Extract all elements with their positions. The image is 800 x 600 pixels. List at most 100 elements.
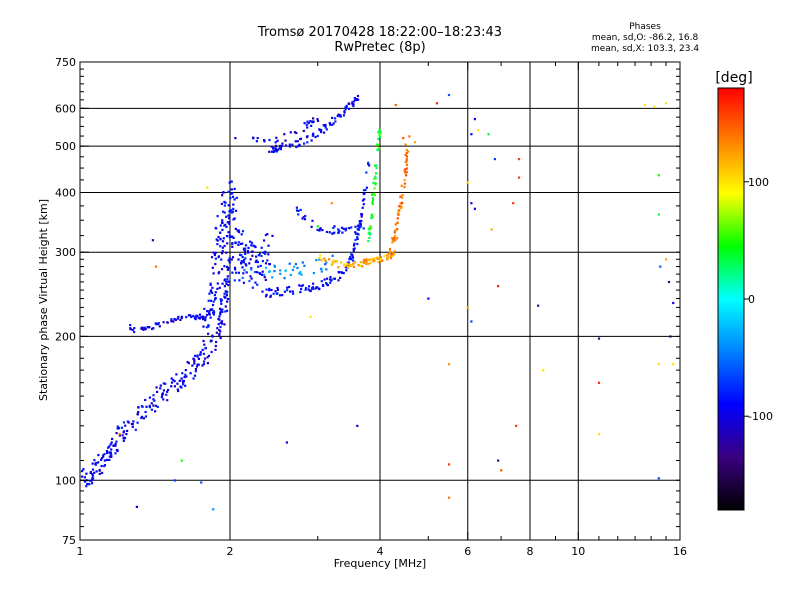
data-point (264, 233, 267, 237)
data-point (102, 454, 105, 457)
data-point (250, 244, 253, 247)
data-point (192, 314, 195, 318)
data-point (669, 335, 672, 338)
data-point (177, 315, 180, 318)
data-point (330, 202, 333, 205)
data-point (214, 344, 217, 348)
data-point (403, 186, 406, 189)
data-point (356, 237, 359, 240)
data-point (360, 215, 363, 218)
data-point (88, 483, 91, 486)
data-point (295, 131, 298, 135)
data-point (237, 243, 240, 246)
data-point (367, 262, 370, 266)
data-point (335, 260, 338, 263)
data-point (228, 181, 231, 184)
data-point (86, 482, 89, 486)
data-point (298, 144, 301, 147)
data-point (140, 416, 143, 420)
data-point (221, 310, 224, 313)
data-point (176, 388, 179, 391)
data-point (230, 180, 233, 183)
data-point (220, 320, 224, 323)
data-point (154, 404, 158, 407)
data-point (344, 108, 347, 111)
data-point (373, 177, 376, 180)
data-point (258, 252, 262, 255)
data-point (223, 279, 226, 282)
data-point (659, 265, 662, 268)
data-point (329, 278, 332, 281)
data-point (144, 328, 147, 331)
data-point (267, 253, 270, 256)
x-tick-label: 16 (673, 545, 687, 558)
data-point (310, 139, 313, 142)
data-point (216, 239, 219, 242)
data-point (216, 287, 219, 290)
data-point (517, 176, 521, 179)
data-point (196, 363, 199, 366)
data-point (356, 232, 359, 235)
data-point (358, 220, 361, 223)
data-point (303, 122, 306, 125)
data-point (122, 439, 125, 442)
data-point (93, 459, 96, 462)
data-point (323, 278, 326, 281)
data-point (91, 478, 94, 481)
data-point (135, 505, 138, 508)
data-point (334, 120, 337, 123)
data-point (231, 242, 234, 245)
data-point (301, 261, 304, 264)
data-point (337, 113, 340, 116)
data-point (309, 120, 312, 123)
data-point (85, 472, 88, 475)
data-point (323, 257, 326, 260)
data-point (97, 461, 100, 464)
data-point (142, 417, 145, 420)
data-point (329, 123, 332, 126)
data-point (103, 459, 106, 462)
data-point (249, 240, 252, 243)
data-point (88, 479, 92, 482)
data-point (265, 288, 268, 291)
data-point (378, 129, 381, 132)
data-point (319, 227, 322, 230)
data-point (144, 410, 147, 414)
data-point (222, 191, 225, 194)
data-point (325, 282, 328, 285)
data-point (336, 114, 339, 117)
data-point (256, 283, 259, 286)
data-point (242, 261, 245, 264)
data-point (214, 298, 217, 301)
data-point (408, 135, 411, 138)
data-point (259, 264, 262, 267)
data-point (170, 381, 174, 384)
data-point (240, 254, 243, 257)
data-point (217, 323, 220, 326)
data-point (221, 221, 224, 224)
data-point (345, 106, 348, 109)
data-point (175, 373, 178, 376)
data-point (221, 282, 224, 285)
data-point (309, 289, 312, 293)
data-point (103, 465, 106, 468)
data-point (140, 327, 143, 330)
data-point (319, 254, 322, 257)
data-point (222, 237, 225, 240)
data-point (214, 251, 217, 254)
data-point (166, 321, 169, 324)
data-point (405, 151, 408, 155)
data-point (302, 129, 305, 132)
data-point (114, 452, 117, 455)
data-point (405, 163, 409, 166)
data-point (225, 251, 228, 254)
data-point (199, 353, 202, 356)
data-point (115, 440, 118, 443)
data-point (219, 325, 222, 329)
data-point (405, 174, 408, 177)
data-point (349, 256, 352, 259)
data-point (347, 266, 350, 269)
data-point (284, 144, 288, 147)
data-point (322, 131, 326, 134)
